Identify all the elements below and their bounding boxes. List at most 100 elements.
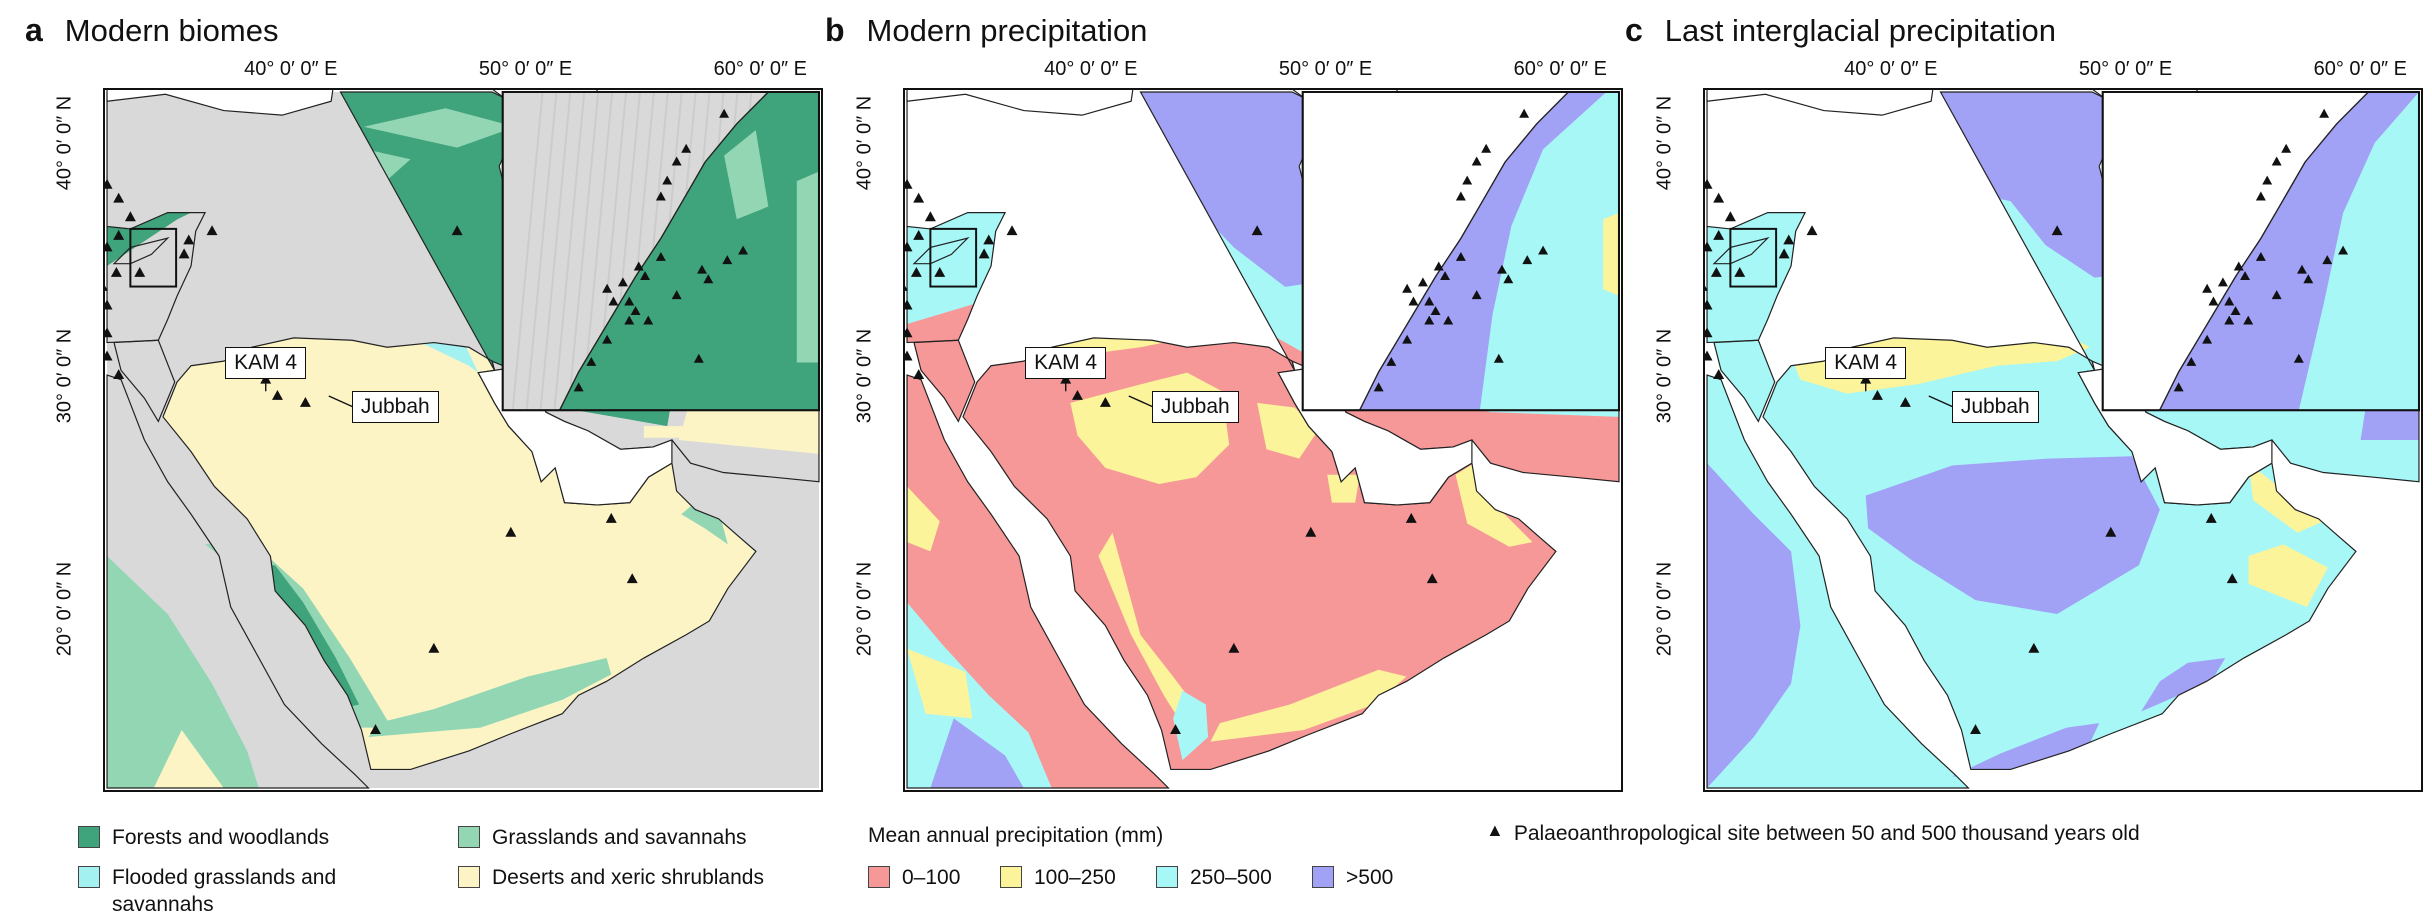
- site-marker: [113, 229, 125, 240]
- site-marker: [1778, 248, 1790, 259]
- site-marker: [1871, 389, 1883, 400]
- inset-site-marker: [1522, 255, 1533, 265]
- site-marker: [983, 234, 995, 245]
- map-modern: [903, 88, 1623, 792]
- longitude-label: 60° 0′ 0″ E: [713, 58, 807, 80]
- site-marker: [905, 327, 913, 338]
- kam4-callout: KAM 4: [1025, 347, 1107, 379]
- inset-site-marker: [602, 334, 613, 344]
- site-marker: [2205, 512, 2217, 523]
- jubbah-callout: Jubbah: [1151, 391, 1239, 424]
- panel-a: a Modern biomes 40° 0′ 0″ E 50° 0′ 0″ E 60° …: [25, 0, 823, 800]
- legend-item-biome: Deserts and xeric shrublands: [458, 864, 764, 891]
- site-marker: [1713, 369, 1725, 380]
- legend-label: Grasslands and savannahs: [492, 826, 747, 849]
- site-marker: [905, 350, 913, 361]
- panel-letter: a: [25, 12, 43, 48]
- inset-site-marker: [1455, 251, 1466, 261]
- inset-site-marker: [1417, 277, 1428, 287]
- inset-site-marker: [1424, 315, 1435, 325]
- kam4-callout: KAM 4: [1825, 347, 1907, 379]
- legend-item-sites: ▲ Palaeoanthropological site between 50 a…: [1486, 820, 2140, 847]
- latitude-label: 30° 0′ 0″ N: [53, 328, 76, 424]
- site-marker: [113, 369, 125, 380]
- legend-label: >500: [1346, 866, 1394, 889]
- legend-item-precip: 100–250: [1000, 864, 1116, 891]
- site-marker: [913, 369, 925, 380]
- site-marker: [1405, 512, 1417, 523]
- inset-site-marker: [662, 175, 673, 185]
- legend-item-precip: 0–100: [868, 864, 960, 891]
- inset-site-marker: [608, 296, 619, 306]
- site-marker: [905, 178, 913, 189]
- site-marker: [105, 178, 113, 189]
- inset-site-marker: [2224, 315, 2235, 325]
- inset-site-marker: [2255, 251, 2266, 261]
- legend-swatch: [458, 826, 480, 848]
- site-marker: [924, 211, 936, 222]
- triangle-icon: ▲: [1486, 820, 1504, 840]
- inset-site-marker: [617, 277, 628, 287]
- inset-site-marker: [643, 315, 654, 325]
- site-marker: [183, 234, 195, 245]
- inset-site-marker: [2208, 296, 2219, 306]
- inset-site-marker: [633, 261, 644, 271]
- inset-site-marker: [2202, 283, 2213, 293]
- site-marker: [1006, 225, 1018, 236]
- site-marker: [934, 266, 946, 277]
- site-marker: [271, 389, 283, 400]
- inset-site-marker: [1440, 271, 1451, 281]
- inset-site-marker: [2322, 255, 2333, 265]
- longitude-label: 40° 0′ 0″ E: [1044, 58, 1138, 80]
- inset-site-marker: [624, 296, 635, 306]
- site-marker: [605, 512, 617, 523]
- inset-site-marker: [2217, 277, 2228, 287]
- inset-site-marker: [1503, 274, 1514, 284]
- site-marker: [124, 211, 136, 222]
- legend-label: 100–250: [1034, 866, 1116, 889]
- site-marker: [1710, 266, 1722, 277]
- inset-site-marker: [1455, 191, 1466, 201]
- site-marker: [913, 229, 925, 240]
- site-marker: [428, 642, 440, 653]
- site-marker: [1170, 724, 1181, 735]
- inset-site-marker: [697, 264, 707, 274]
- inset-site-marker: [1402, 334, 1413, 344]
- inset-site-marker: [2255, 191, 2266, 201]
- legend-item-biome: Grasslands and savannahs: [458, 824, 747, 851]
- site-marker: [370, 724, 381, 735]
- longitude-label: 40° 0′ 0″ E: [244, 58, 338, 80]
- site-marker: [626, 573, 638, 584]
- site-marker: [105, 327, 113, 338]
- longitude-label: 50° 0′ 0″ E: [2078, 58, 2173, 80]
- inset-site-marker: [671, 290, 682, 300]
- inset-site-marker: [2293, 353, 2304, 363]
- inset-site-marker: [2319, 108, 2330, 118]
- site-marker: [2226, 573, 2238, 584]
- site-marker: [505, 526, 517, 537]
- inset-site-marker: [2271, 290, 2282, 300]
- latitude-label: 30° 0′ 0″ N: [1653, 328, 1676, 424]
- site-marker: [110, 266, 122, 277]
- inset-site-marker: [2303, 274, 2314, 284]
- legend-label: Flooded grasslands and savannahs: [112, 866, 337, 916]
- inset-site-marker: [573, 382, 584, 392]
- inset-site-marker: [2281, 143, 2292, 153]
- inset-site-marker: [624, 315, 635, 325]
- legend-label: Forests and woodlands: [112, 826, 330, 849]
- inset-site-marker: [655, 251, 666, 261]
- panel-header: a Modern biomes: [25, 12, 278, 49]
- legend-swatch: [78, 826, 100, 848]
- legend-swatch: [868, 866, 890, 888]
- site-marker: [105, 299, 113, 310]
- latitude-label: 20° 0′ 0″ N: [53, 562, 76, 657]
- inset-site-marker: [1471, 156, 1482, 166]
- site-marker: [1705, 327, 1713, 338]
- longitude-label: 50° 0′ 0″ E: [478, 58, 573, 80]
- site-marker: [1783, 234, 1795, 245]
- site-marker: [178, 248, 190, 259]
- panel-c: c Last interglacial precipitation 40° 0′ 0…: [1625, 0, 2423, 800]
- legend-swatch: [78, 866, 100, 888]
- site-marker: [1705, 299, 1713, 310]
